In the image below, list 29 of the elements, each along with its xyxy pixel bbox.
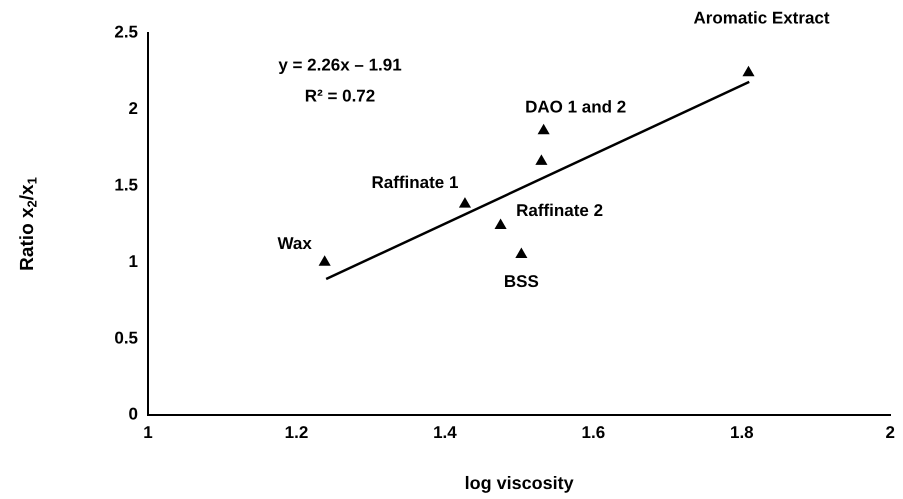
x-axis-title: log viscosity xyxy=(464,473,574,494)
y-axis-title: Ratio x2/x1 xyxy=(17,177,40,271)
y-tick-label: 0.5 xyxy=(114,328,138,348)
point xyxy=(516,248,528,258)
point xyxy=(742,66,754,76)
x-tick-label: 1.2 xyxy=(284,422,308,442)
annotation: DAO 1 and 2 xyxy=(525,97,626,116)
y-tick-label: 2.5 xyxy=(114,22,138,42)
annotation: Raffinate 1 xyxy=(371,172,458,192)
annotation: R² = 0.72 xyxy=(304,86,376,106)
point xyxy=(538,124,550,134)
y-tick-label: 1.5 xyxy=(114,175,138,194)
point xyxy=(459,198,471,208)
x-tick-label: 1.4 xyxy=(433,422,458,442)
point xyxy=(318,256,330,266)
y-tick-label: 1 xyxy=(128,252,138,271)
x-tick-label: 1.6 xyxy=(582,422,606,442)
annotation: Aromatic Extract xyxy=(693,8,830,28)
annotation: Raffinate 2 xyxy=(516,201,604,220)
x-tick-label: 1 xyxy=(143,422,153,442)
point xyxy=(494,219,506,230)
annotation: Wax xyxy=(277,234,312,253)
y-tick-label: 2 xyxy=(128,99,138,118)
x-tick-label: 1.8 xyxy=(730,422,754,442)
annotation: y = 2.26x – 1.91 xyxy=(278,56,402,75)
point xyxy=(536,154,548,165)
y-tick-label: 0 xyxy=(128,404,138,424)
annotation: BSS xyxy=(504,272,539,292)
x-tick-label: 2 xyxy=(886,422,896,442)
